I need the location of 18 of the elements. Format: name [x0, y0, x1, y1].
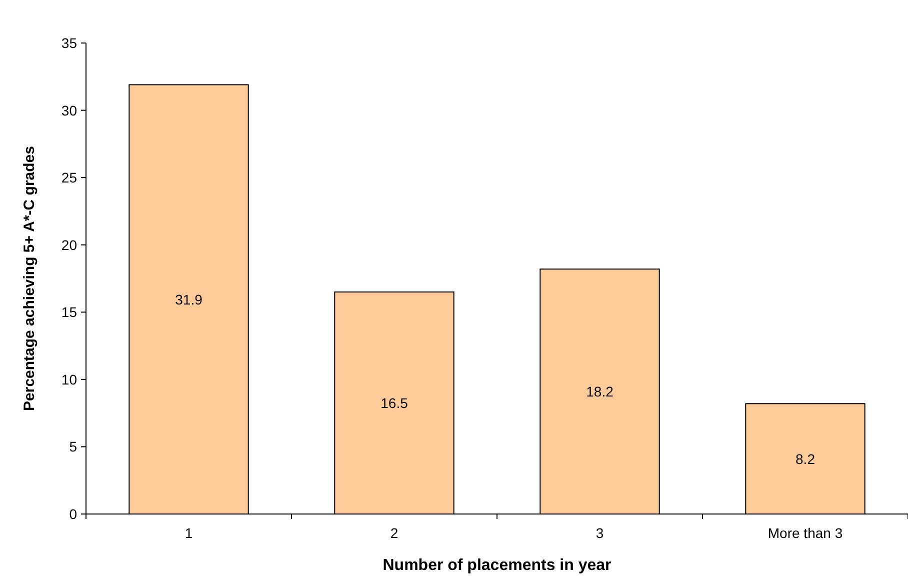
y-tick-label: 20 — [61, 236, 78, 253]
data-label: 16.5 — [380, 394, 408, 411]
y-tick-label: 30 — [61, 102, 78, 118]
y-axis-title: Percentage achieving 5+ A*-C grades — [21, 146, 38, 411]
x-axis-title: Number of placements in year — [382, 557, 612, 574]
x-tick-label: 2 — [390, 525, 398, 541]
x-tick-label: 3 — [596, 525, 604, 541]
data-label: 31.9 — [175, 291, 203, 308]
x-tick-label: More than 3 — [768, 525, 843, 541]
y-tick-label: 35 — [61, 35, 78, 51]
y-tick-label: 25 — [61, 170, 78, 186]
y-tick-label: 5 — [69, 438, 78, 455]
data-label: 18.2 — [586, 384, 614, 400]
y-tick-label: 0 — [69, 506, 78, 522]
y-tick-label: 10 — [61, 371, 78, 388]
data-label: 8.2 — [796, 450, 816, 467]
y-tick-label: 15 — [61, 304, 78, 320]
x-tick-label: 1 — [184, 525, 193, 541]
